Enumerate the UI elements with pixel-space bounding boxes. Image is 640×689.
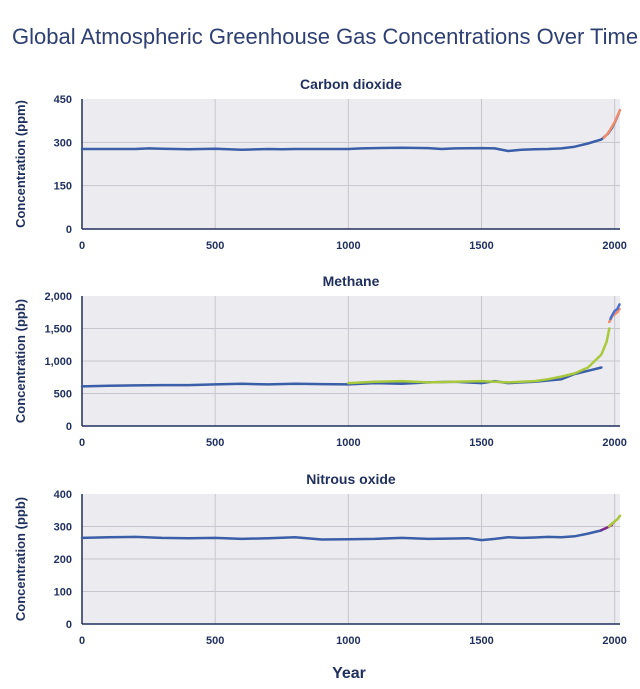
carbon-dioxide-x-tick-label: 0 [79,240,85,252]
methane-y-tick-label: 1,000 [44,356,72,368]
carbon-dioxide-y-axis-label: Concentration (ppm) [13,100,28,228]
methane-y-tick-label: 1,500 [44,324,72,336]
carbon-dioxide-y-tick-label: 300 [54,137,72,149]
carbon-dioxide-x-tick-label: 1500 [469,240,493,252]
x-axis-label: Year [332,665,366,682]
nitrous-oxide-x-tick-label: 0 [79,635,85,647]
carbon-dioxide-y-tick-label: 0 [66,224,72,236]
methane-x-tick-label: 500 [206,437,224,449]
chart-main-title: Global Atmospheric Greenhouse Gas Concen… [12,24,639,49]
methane-y-tick-label: 500 [54,389,72,401]
nitrous-oxide-y-tick-label: 0 [66,619,72,631]
nitrous-oxide-panel: Nitrous oxide 0 100 200 300 400 0 500 1000 1500 20… [13,471,627,647]
methane-title: Methane [323,273,380,289]
carbon-dioxide-x-tick-label: 2000 [602,240,626,252]
methane-y-tick-label: 0 [66,421,72,433]
nitrous-oxide-x-tick-label: 1000 [336,635,360,647]
carbon-dioxide-x-tick-label: 1000 [336,240,360,252]
nitrous-oxide-y-axis-label: Concentration (ppb) [13,497,28,621]
methane-series-ice-core-short [347,327,611,385]
nitrous-oxide-y-tick-label: 400 [54,489,72,501]
methane-x-tick-label: 1500 [469,437,493,449]
nitrous-oxide-y-tick-label: 300 [54,522,72,534]
nitrous-oxide-title: Nitrous oxide [306,471,396,487]
methane-y-axis-label: Concentration (ppb) [13,299,28,423]
methane-x-tick-label: 0 [79,437,85,449]
nitrous-oxide-x-tick-label: 1500 [469,635,493,647]
carbon-dioxide-panel: Carbon dioxide 0 150 300 450 0 500 1000 1500 2000… [13,76,627,252]
nitrous-oxide-y-tick-label: 100 [54,587,72,599]
methane-series-ice-core-long [80,366,603,388]
nitrous-oxide-x-tick-label: 2000 [602,635,626,647]
methane-panel: Methane 0 500 1,000 1,500 2,000 0 500 1000 1500 20… [13,273,627,449]
nitrous-oxide-series-instrumental [608,514,622,528]
carbon-dioxide-x-tick-label: 500 [206,240,224,252]
methane-y-tick-label: 2,000 [44,291,72,303]
carbon-dioxide-y-tick-label: 450 [54,94,72,106]
nitrous-oxide-x-tick-label: 500 [206,635,224,647]
carbon-dioxide-series-instrumental [602,108,622,139]
carbon-dioxide-plot-area [82,99,620,229]
methane-x-tick-label: 1000 [336,437,360,449]
carbon-dioxide-title: Carbon dioxide [300,76,402,92]
carbon-dioxide-series-ice-core [80,112,620,153]
methane-series-instrumental [609,303,621,321]
nitrous-oxide-y-tick-label: 200 [54,554,72,566]
methane-x-tick-label: 2000 [602,437,626,449]
carbon-dioxide-y-tick-label: 150 [54,181,72,193]
nitrous-oxide-series-ice-core [80,529,603,542]
